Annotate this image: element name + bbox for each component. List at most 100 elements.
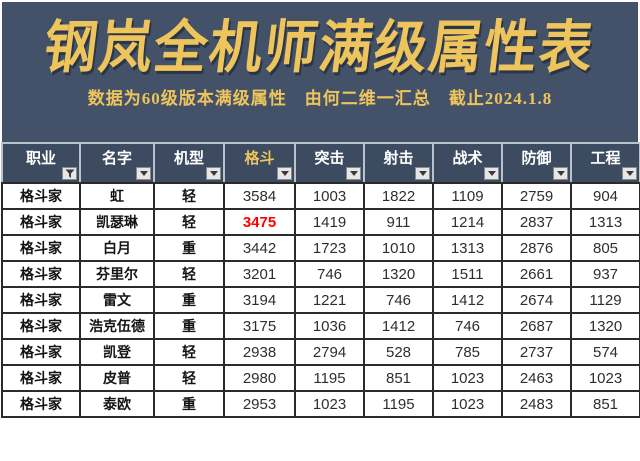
stat-cell[interactable]: 3175: [223, 312, 296, 340]
dropdown-arrow-icon: [625, 171, 634, 176]
stat-cell[interactable]: 2687: [501, 312, 572, 340]
stat-cell[interactable]: 3201: [223, 260, 296, 288]
stat-cell[interactable]: 2737: [501, 338, 572, 366]
stat-cell[interactable]: 2674: [501, 286, 572, 314]
stat-cell[interactable]: 1109: [432, 182, 503, 210]
name-cell[interactable]: 浩克伍德: [79, 312, 155, 340]
stat-cell[interactable]: 851: [570, 390, 640, 418]
name-cell[interactable]: 白月: [79, 234, 155, 262]
stat-cell[interactable]: 2794: [294, 338, 365, 366]
frame-type-cell[interactable]: 轻: [153, 208, 225, 236]
stat-cell[interactable]: 3442: [223, 234, 296, 262]
stat-cell[interactable]: 785: [432, 338, 503, 366]
stat-cell[interactable]: 2876: [501, 234, 572, 262]
column-header-shooting[interactable]: 射击: [363, 142, 434, 184]
frame-type-cell[interactable]: 重: [153, 390, 225, 418]
name-cell[interactable]: 皮普: [79, 364, 155, 392]
filter-button[interactable]: [62, 167, 77, 180]
filter-button[interactable]: [553, 167, 568, 180]
stat-cell[interactable]: 574: [570, 338, 640, 366]
name-cell[interactable]: 凯登: [79, 338, 155, 366]
filter-button[interactable]: [136, 167, 151, 180]
stat-cell[interactable]: 2980: [223, 364, 296, 392]
profession-cell[interactable]: 格斗家: [1, 390, 81, 418]
stat-cell[interactable]: 1023: [294, 390, 365, 418]
stat-cell[interactable]: 1412: [432, 286, 503, 314]
frame-type-cell[interactable]: 重: [153, 234, 225, 262]
column-header-assault[interactable]: 突击: [294, 142, 365, 184]
stat-cell[interactable]: 1221: [294, 286, 365, 314]
stat-cell[interactable]: 746: [363, 286, 434, 314]
stat-cell[interactable]: 2661: [501, 260, 572, 288]
stat-cell[interactable]: 1320: [570, 312, 640, 340]
stat-cell[interactable]: 1419: [294, 208, 365, 236]
stat-cell[interactable]: 2759: [501, 182, 572, 210]
stat-cell[interactable]: 805: [570, 234, 640, 262]
stat-cell[interactable]: 1129: [570, 286, 640, 314]
stat-cell[interactable]: 746: [294, 260, 365, 288]
stat-cell[interactable]: 1036: [294, 312, 365, 340]
stat-cell[interactable]: 1214: [432, 208, 503, 236]
stat-cell[interactable]: 1412: [363, 312, 434, 340]
column-header-frame-type[interactable]: 机型: [153, 142, 225, 184]
stat-cell[interactable]: 1313: [432, 234, 503, 262]
stat-cell[interactable]: 2953: [223, 390, 296, 418]
column-header-melee[interactable]: 格斗: [223, 142, 296, 184]
name-cell[interactable]: 芬里尔: [79, 260, 155, 288]
stat-cell[interactable]: 1010: [363, 234, 434, 262]
stat-cell[interactable]: 1313: [570, 208, 640, 236]
profession-cell[interactable]: 格斗家: [1, 208, 81, 236]
stat-cell[interactable]: 1195: [294, 364, 365, 392]
stat-cell[interactable]: 851: [363, 364, 434, 392]
stat-cell[interactable]: 1822: [363, 182, 434, 210]
filter-button[interactable]: [415, 167, 430, 180]
frame-type-cell[interactable]: 重: [153, 286, 225, 314]
profession-cell[interactable]: 格斗家: [1, 364, 81, 392]
stat-cell[interactable]: 1003: [294, 182, 365, 210]
stat-cell[interactable]: 1023: [570, 364, 640, 392]
stat-cell[interactable]: 3194: [223, 286, 296, 314]
filter-button[interactable]: [277, 167, 292, 180]
stat-cell[interactable]: 1023: [432, 390, 503, 418]
stat-cell[interactable]: 528: [363, 338, 434, 366]
stat-cell[interactable]: 911: [363, 208, 434, 236]
profession-cell[interactable]: 格斗家: [1, 234, 81, 262]
column-header-name[interactable]: 名字: [79, 142, 155, 184]
profession-cell[interactable]: 格斗家: [1, 338, 81, 366]
stat-cell[interactable]: 904: [570, 182, 640, 210]
stat-cell[interactable]: 3584: [223, 182, 296, 210]
filter-button[interactable]: [622, 167, 637, 180]
profession-cell[interactable]: 格斗家: [1, 312, 81, 340]
column-header-defense[interactable]: 防御: [501, 142, 572, 184]
name-cell[interactable]: 泰欧: [79, 390, 155, 418]
profession-cell[interactable]: 格斗家: [1, 286, 81, 314]
frame-type-cell[interactable]: 轻: [153, 260, 225, 288]
stat-cell[interactable]: 2837: [501, 208, 572, 236]
profession-cell[interactable]: 格斗家: [1, 260, 81, 288]
filter-button[interactable]: [484, 167, 499, 180]
name-cell[interactable]: 虹: [79, 182, 155, 210]
filter-button[interactable]: [346, 167, 361, 180]
column-header-engineering[interactable]: 工程: [570, 142, 640, 184]
stat-cell[interactable]: 2938: [223, 338, 296, 366]
frame-type-cell[interactable]: 重: [153, 312, 225, 340]
frame-type-cell[interactable]: 轻: [153, 182, 225, 210]
filter-button[interactable]: [206, 167, 221, 180]
frame-type-cell[interactable]: 轻: [153, 364, 225, 392]
stat-cell[interactable]: 2463: [501, 364, 572, 392]
stat-cell[interactable]: 2483: [501, 390, 572, 418]
frame-type-cell[interactable]: 轻: [153, 338, 225, 366]
name-cell[interactable]: 凯瑟琳: [79, 208, 155, 236]
column-header-profession[interactable]: 职业: [1, 142, 81, 184]
name-cell[interactable]: 雷文: [79, 286, 155, 314]
stat-cell[interactable]: 1723: [294, 234, 365, 262]
stat-cell[interactable]: 937: [570, 260, 640, 288]
stat-cell[interactable]: 1023: [432, 364, 503, 392]
stat-cell[interactable]: 746: [432, 312, 503, 340]
stat-cell[interactable]: 1195: [363, 390, 434, 418]
stat-cell[interactable]: 1511: [432, 260, 503, 288]
stat-cell[interactable]: 1320: [363, 260, 434, 288]
stat-cell[interactable]: 3475: [223, 208, 296, 236]
column-header-tactics[interactable]: 战术: [432, 142, 503, 184]
profession-cell[interactable]: 格斗家: [1, 182, 81, 210]
